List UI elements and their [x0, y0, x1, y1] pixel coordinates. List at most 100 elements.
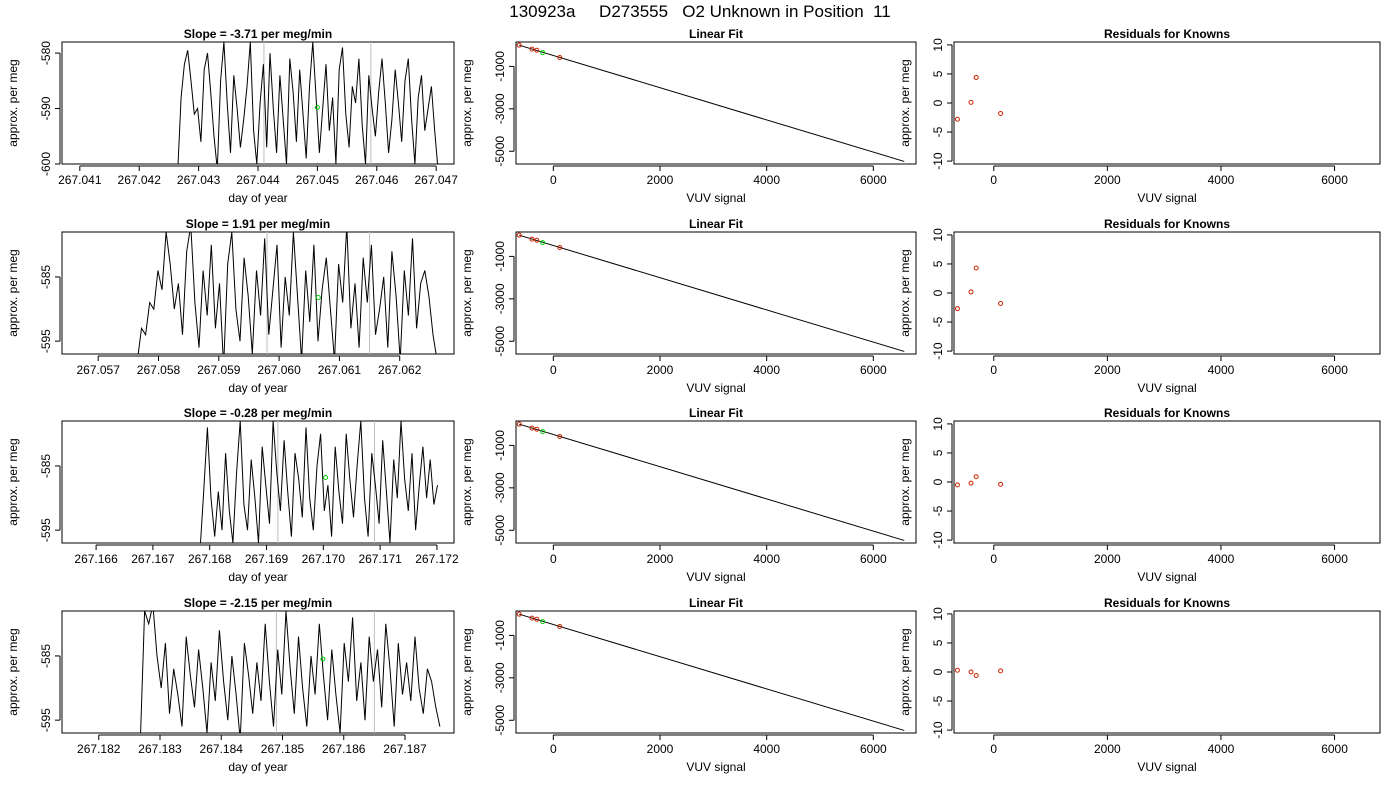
- x-tick-label: 6000: [860, 552, 887, 566]
- known-point: [534, 426, 540, 432]
- x-tick-label: 6000: [860, 363, 887, 377]
- x-tick-label: 4000: [1208, 742, 1235, 756]
- x-tick-label: 2000: [647, 552, 674, 566]
- y-tick-label: -1000: [493, 620, 507, 651]
- panel-title: Slope = 1.91 per meg/min: [186, 217, 330, 231]
- x-axis-label: VUV signal: [1137, 760, 1196, 774]
- known-point: [557, 244, 563, 250]
- y-tick-label: -3000: [493, 283, 507, 314]
- plot-frame: [515, 41, 917, 165]
- y-tick-label: -10: [931, 342, 945, 360]
- panel-title: Slope = -2.15 per meg/min: [184, 596, 332, 610]
- known-point: [516, 611, 522, 617]
- y-axis-label: approx. per meg: [898, 628, 912, 715]
- panel-title: Linear Fit: [689, 27, 743, 41]
- plot-frame: [61, 41, 455, 165]
- plot-frame: [61, 420, 455, 544]
- x-tick-label: 0: [550, 363, 557, 377]
- x-tick-label: 0: [990, 742, 997, 756]
- x-tick-label: 267.170: [302, 552, 346, 566]
- y-axis-label: approx. per meg: [460, 249, 474, 336]
- x-tick-label: 0: [550, 742, 557, 756]
- x-tick-label: 267.045: [296, 173, 340, 187]
- unknown-point: [540, 429, 546, 435]
- residual-point: [973, 474, 979, 480]
- y-tick-label: 5: [931, 70, 945, 77]
- y-axis-label: approx. per meg: [898, 59, 912, 146]
- plot-frame: [953, 231, 1381, 355]
- residuals-panel: Residuals for Knowns 0 2000 4000 6000 VUV sig…: [898, 596, 1381, 774]
- x-tick-label: 267.171: [358, 552, 402, 566]
- known-point: [529, 615, 535, 621]
- panel-title: Linear Fit: [689, 406, 743, 420]
- y-tick-label: 0: [931, 668, 945, 675]
- x-axis-label: VUV signal: [686, 381, 745, 395]
- y-tick-label: -590: [39, 96, 53, 120]
- y-tick-label: -580: [39, 41, 53, 65]
- series-line: [199, 421, 438, 543]
- y-tick-label: -585: [39, 454, 53, 478]
- series-line: [137, 232, 437, 354]
- y-tick-label: -5000: [493, 705, 507, 736]
- x-tick-label: 0: [550, 173, 557, 187]
- plot-frame: [953, 41, 1381, 165]
- unknown-marker: [314, 104, 320, 110]
- panel-title: Linear Fit: [689, 217, 743, 231]
- residual-point: [954, 116, 960, 122]
- x-axis-label: day of year: [228, 760, 287, 774]
- y-tick-label: -5: [931, 695, 945, 706]
- y-tick-label: 5: [931, 639, 945, 646]
- x-tick-label: 2000: [1094, 173, 1121, 187]
- timeseries-panel: Slope = -0.28 per meg/min 267.166 267.167 2…: [6, 406, 459, 584]
- y-tick-label: -1000: [493, 430, 507, 461]
- y-tick-label: -595: [39, 518, 53, 542]
- x-tick-label: 2000: [1094, 552, 1121, 566]
- panel-title: Slope = -0.28 per meg/min: [184, 406, 332, 420]
- x-tick-label: 267.183: [138, 742, 182, 756]
- known-point: [557, 623, 563, 629]
- y-tick-label: -10: [931, 152, 945, 170]
- fit-line: [519, 423, 905, 541]
- page-title: 130923a D273555 O2 Unknown in Position 1…: [509, 2, 891, 21]
- x-tick-label: 4000: [1208, 173, 1235, 187]
- residuals-panel: Residuals for Knowns 0 2000 4000 6000 VUV sig…: [898, 406, 1381, 584]
- y-tick-label: -5000: [493, 326, 507, 357]
- x-tick-label: 267.185: [261, 742, 305, 756]
- y-axis-label: approx. per meg: [6, 438, 20, 525]
- x-tick-label: 2000: [647, 742, 674, 756]
- x-tick-label: 4000: [753, 742, 780, 756]
- residual-point: [998, 481, 1004, 487]
- plot-frame: [953, 610, 1381, 734]
- residuals-panel: Residuals for Knowns 0 2000 4000 6000 VUV sig…: [898, 217, 1381, 395]
- linear-fit-panel: Linear Fit 0 2000 4000 6000 VUV signal -5000 -3…: [460, 596, 917, 774]
- y-axis-label: approx. per meg: [460, 628, 474, 715]
- known-point: [516, 232, 522, 238]
- known-point: [534, 616, 540, 622]
- y-tick-label: -5: [931, 126, 945, 137]
- x-tick-label: 267.167: [131, 552, 175, 566]
- x-tick-label: 4000: [753, 363, 780, 377]
- x-tick-label: 6000: [860, 742, 887, 756]
- x-tick-label: 267.044: [236, 173, 280, 187]
- residual-point: [973, 265, 979, 271]
- y-tick-label: -5000: [493, 515, 507, 546]
- x-tick-label: 267.047: [414, 173, 458, 187]
- panel-title: Residuals for Knowns: [1104, 406, 1230, 420]
- panel-title: Residuals for Knowns: [1104, 27, 1230, 41]
- timeseries-panel: Slope = -3.71 per meg/min 267.041 267.042 2…: [6, 27, 458, 205]
- linear-fit-panel: Linear Fit 0 2000 4000 6000 VUV signal -5000 -3…: [460, 217, 917, 395]
- x-axis-label: VUV signal: [686, 191, 745, 205]
- y-axis-label: approx. per meg: [460, 59, 474, 146]
- x-tick-label: 6000: [1321, 363, 1348, 377]
- x-tick-label: 0: [990, 552, 997, 566]
- x-tick-label: 4000: [1208, 552, 1235, 566]
- residual-point: [954, 667, 960, 673]
- y-tick-label: -5: [931, 505, 945, 516]
- fit-line: [519, 613, 905, 731]
- x-axis-label: day of year: [228, 191, 287, 205]
- known-point: [516, 421, 522, 427]
- y-axis-label: approx. per meg: [6, 59, 20, 146]
- x-tick-label: 267.060: [257, 363, 301, 377]
- x-axis-label: VUV signal: [1137, 191, 1196, 205]
